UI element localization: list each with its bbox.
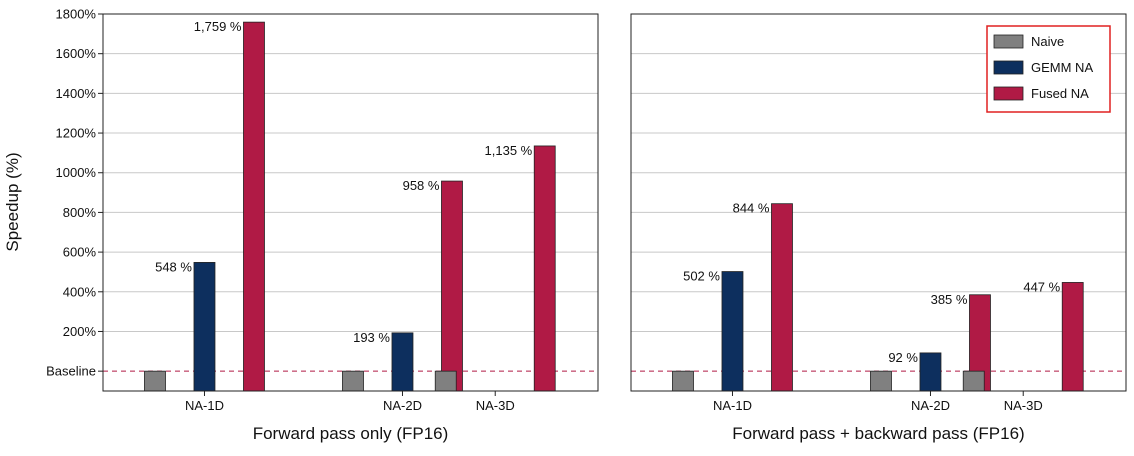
data-label: 447 % <box>1023 279 1060 294</box>
bar <box>533 145 556 392</box>
y-tick-label: 1800% <box>56 7 97 22</box>
bar <box>193 262 216 392</box>
x-axis-label: Forward pass + backward pass (FP16) <box>732 424 1024 443</box>
legend-label: Naive <box>1031 34 1064 49</box>
bar <box>434 370 457 392</box>
legend-label: Fused NA <box>1031 86 1089 101</box>
bar <box>342 370 364 392</box>
bar <box>391 332 414 392</box>
baseline-tick-label: Baseline <box>46 364 96 379</box>
plot-frame <box>630 13 1127 392</box>
bar <box>1061 282 1084 392</box>
legend-label: GEMM NA <box>1031 60 1093 75</box>
legend-swatch <box>993 60 1024 75</box>
x-tick-label: NA-1D <box>713 398 752 413</box>
bar <box>672 370 694 392</box>
panel-forward-only: 200% 400% 600% 800% 1000% 1200% 1400% 1600% 1800… <box>46 7 599 443</box>
x-tick-label: NA-1D <box>185 398 224 413</box>
bar <box>962 370 985 392</box>
data-label: 1,135 % <box>485 143 533 158</box>
bar <box>243 21 265 392</box>
data-label: 958 % <box>403 178 440 193</box>
x-tick-label: NA-3D <box>1004 398 1043 413</box>
x-tick-label: NA-3D <box>476 398 515 413</box>
data-label: 385 % <box>931 292 968 307</box>
x-tick-label: NA-2D <box>911 398 950 413</box>
y-axis-label: Speedup (%) <box>3 152 22 251</box>
bar <box>721 271 744 392</box>
y-tick-label: 1200% <box>56 126 97 141</box>
data-label: 1,759 % <box>194 19 242 34</box>
y-tick-label: 1600% <box>56 46 97 61</box>
data-label: 193 % <box>353 330 390 345</box>
y-tick-label: 200% <box>63 324 97 339</box>
legend-swatch <box>993 34 1024 49</box>
x-tick-label: NA-2D <box>383 398 422 413</box>
data-label: 844 % <box>733 201 770 216</box>
plot-frame <box>102 13 599 392</box>
data-label: 548 % <box>155 259 192 274</box>
bar <box>771 203 793 392</box>
y-tick-label: 1400% <box>56 86 97 101</box>
y-tick-label: 400% <box>63 284 97 299</box>
bar <box>919 352 942 392</box>
panel-forward-backward: 502 % 844 % NA-1D 92 % 385 % NA-2D 447 % NA-3D F… <box>630 13 1127 443</box>
x-axis-label: Forward pass only (FP16) <box>253 424 449 443</box>
legend: Naive GEMM NA Fused NA <box>986 25 1111 113</box>
bar <box>870 370 892 392</box>
y-tick-label: 600% <box>63 245 97 260</box>
bar <box>144 370 166 392</box>
bar <box>441 180 463 392</box>
data-label: 92 % <box>888 350 918 365</box>
data-label: 502 % <box>683 269 720 284</box>
y-tick-label: 800% <box>63 205 97 220</box>
legend-swatch <box>993 86 1024 101</box>
y-tick-label: 1000% <box>56 165 97 180</box>
